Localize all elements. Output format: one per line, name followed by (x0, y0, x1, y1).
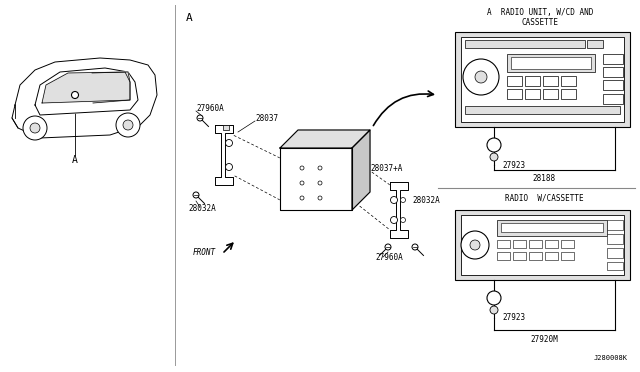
Polygon shape (35, 68, 138, 115)
Bar (511, 57, 591, 69)
Bar (455, 210, 630, 280)
Bar (525, 76, 540, 86)
Circle shape (490, 306, 498, 314)
Circle shape (412, 244, 418, 250)
Circle shape (116, 113, 140, 137)
Circle shape (318, 166, 322, 170)
Text: J280008K: J280008K (594, 355, 628, 361)
Circle shape (123, 120, 133, 130)
Bar (461, 37, 624, 122)
Text: 27923: 27923 (502, 314, 525, 323)
Circle shape (300, 196, 304, 200)
Circle shape (390, 217, 397, 224)
Circle shape (300, 166, 304, 170)
Circle shape (461, 231, 489, 259)
Circle shape (300, 181, 304, 185)
Text: RADIO  W/CASSETTE: RADIO W/CASSETTE (505, 193, 583, 202)
Text: 28037+A: 28037+A (370, 164, 403, 173)
Bar (497, 220, 607, 236)
Polygon shape (390, 182, 408, 238)
Text: 28032A: 28032A (412, 196, 440, 205)
Bar (545, 252, 558, 260)
Circle shape (30, 123, 40, 133)
Bar (507, 76, 522, 86)
Bar (513, 240, 526, 248)
Bar (603, 67, 623, 77)
Bar (497, 252, 510, 260)
Text: 27923: 27923 (502, 160, 525, 170)
Bar (223, 125, 229, 130)
Bar (607, 248, 623, 258)
Polygon shape (12, 58, 157, 138)
Circle shape (490, 153, 498, 161)
Circle shape (475, 71, 487, 83)
Text: 27960A: 27960A (196, 103, 224, 112)
Bar (529, 240, 542, 248)
Text: 28037: 28037 (255, 113, 278, 122)
Bar (603, 54, 623, 64)
Bar (525, 89, 540, 99)
Bar (507, 89, 522, 99)
Polygon shape (42, 72, 130, 103)
Bar (561, 76, 576, 86)
Circle shape (225, 140, 232, 147)
Text: 27920M: 27920M (530, 334, 558, 343)
Text: 27960A: 27960A (375, 253, 403, 263)
Circle shape (487, 138, 501, 152)
Bar (455, 32, 630, 127)
Bar (461, 215, 624, 275)
Text: A: A (72, 155, 78, 165)
Circle shape (470, 240, 480, 250)
Polygon shape (352, 130, 370, 210)
Bar (465, 40, 585, 48)
Bar (607, 234, 623, 244)
Circle shape (487, 291, 501, 305)
Polygon shape (92, 72, 130, 103)
Bar (603, 80, 623, 90)
Circle shape (225, 164, 232, 170)
Bar (561, 89, 576, 99)
Text: 28032A: 28032A (188, 203, 216, 212)
Bar (603, 94, 623, 104)
Circle shape (385, 244, 391, 250)
Bar (543, 89, 558, 99)
Bar (561, 252, 574, 260)
Bar (507, 54, 595, 72)
Text: A  RADIO UNIT, W/CD AND: A RADIO UNIT, W/CD AND (487, 7, 593, 16)
Bar (561, 240, 574, 248)
Text: FRONT: FRONT (193, 247, 216, 257)
Bar (543, 76, 558, 86)
Circle shape (318, 181, 322, 185)
Circle shape (463, 59, 499, 95)
Polygon shape (215, 125, 233, 185)
Bar (607, 220, 623, 230)
Bar (607, 262, 623, 270)
Bar (497, 240, 510, 248)
Circle shape (72, 92, 79, 99)
Bar (501, 223, 603, 232)
Bar (587, 40, 603, 48)
Circle shape (401, 198, 406, 202)
Circle shape (23, 116, 47, 140)
Text: A: A (186, 13, 193, 23)
FancyArrowPatch shape (373, 91, 433, 126)
Circle shape (193, 192, 199, 198)
Circle shape (390, 196, 397, 203)
Bar (465, 106, 620, 114)
Polygon shape (280, 130, 370, 148)
Circle shape (401, 218, 406, 222)
Circle shape (197, 115, 203, 121)
Text: 28188: 28188 (532, 173, 556, 183)
Text: CASSETTE: CASSETTE (522, 17, 559, 26)
Bar (545, 240, 558, 248)
Circle shape (318, 196, 322, 200)
Bar (513, 252, 526, 260)
Polygon shape (280, 148, 352, 210)
Bar (529, 252, 542, 260)
